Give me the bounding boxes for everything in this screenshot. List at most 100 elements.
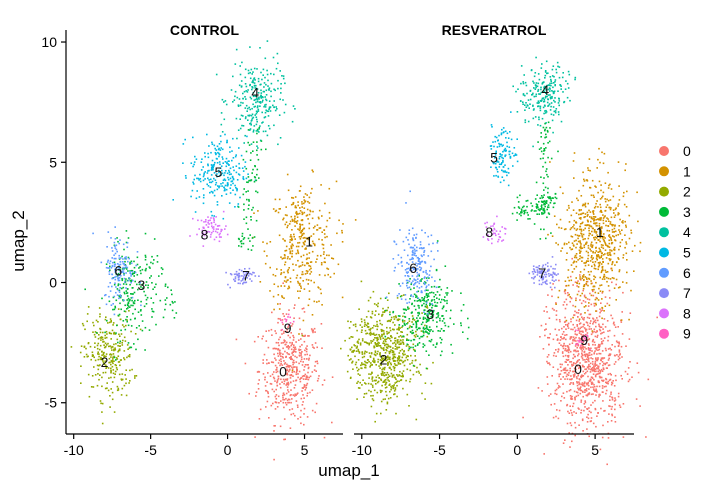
- cell-point: [517, 88, 519, 90]
- cell-point: [369, 334, 372, 336]
- cell-point: [597, 299, 600, 301]
- cell-point: [250, 97, 253, 100]
- cell-point: [232, 101, 234, 103]
- cell-point: [213, 189, 216, 192]
- cell-point: [299, 225, 301, 228]
- cell-point: [376, 320, 378, 323]
- cell-point: [595, 389, 598, 392]
- cell-point: [604, 215, 606, 217]
- cell-point: [372, 357, 375, 360]
- cell-point: [554, 80, 556, 83]
- cell-point: [109, 282, 111, 284]
- cell-point: [428, 311, 430, 313]
- cell-point: [597, 357, 599, 359]
- cell-point: [398, 336, 400, 338]
- cell-point: [317, 216, 320, 219]
- cell-point: [572, 338, 574, 341]
- cell-point: [294, 238, 296, 240]
- cell-point: [365, 392, 368, 395]
- cell-point: [584, 202, 587, 205]
- cell-point: [603, 152, 606, 155]
- cell-point: [118, 291, 121, 293]
- cell-point: [230, 180, 233, 183]
- cell-point: [557, 65, 559, 68]
- cell-point: [596, 259, 598, 261]
- cell-point: [587, 347, 590, 349]
- cell-point: [218, 153, 221, 156]
- cell-point: [123, 277, 126, 280]
- cell-point: [551, 90, 553, 92]
- cell-point: [360, 318, 363, 320]
- cell-point: [143, 290, 145, 293]
- cell-point: [433, 285, 436, 288]
- cell-point: [113, 313, 116, 316]
- cell-point: [111, 250, 114, 252]
- cell-point: [248, 267, 251, 270]
- cell-point: [552, 283, 554, 285]
- cell-point: [584, 224, 587, 226]
- cell-point: [313, 243, 316, 246]
- cell-point: [607, 220, 610, 222]
- cell-point: [111, 398, 114, 401]
- cell-point: [381, 368, 383, 371]
- cell-point: [586, 370, 589, 373]
- cell-point: [267, 395, 270, 398]
- cell-point: [98, 378, 100, 381]
- cell-point: [121, 279, 124, 282]
- cell-point: [604, 241, 606, 244]
- cell-point: [600, 234, 603, 236]
- cell-point: [257, 210, 259, 212]
- cell-point: [437, 286, 440, 288]
- cell-point: [420, 280, 422, 282]
- cell-point: [114, 271, 117, 273]
- cell-point: [532, 145, 534, 148]
- cell-point: [604, 249, 607, 251]
- cell-point: [291, 366, 293, 369]
- cell-point: [402, 320, 404, 323]
- cell-point: [98, 348, 101, 351]
- cell-point: [391, 376, 394, 378]
- cell-point: [394, 387, 397, 389]
- cell-point: [591, 367, 594, 369]
- cell-point: [545, 306, 548, 308]
- cell-point: [313, 300, 316, 303]
- cell-point: [372, 360, 374, 362]
- cell-point: [584, 262, 587, 264]
- cell-point: [392, 342, 394, 345]
- cell-point: [536, 85, 539, 88]
- cell-point: [306, 345, 308, 347]
- cell-point: [566, 404, 568, 407]
- cell-point: [115, 286, 117, 288]
- cell-point: [580, 209, 582, 211]
- cell-point: [119, 342, 121, 344]
- cell-point: [295, 252, 298, 255]
- cell-point: [93, 356, 95, 359]
- cell-point: [570, 398, 572, 400]
- cell-point: [305, 258, 308, 261]
- cell-point: [291, 243, 294, 246]
- cell-point: [85, 347, 87, 350]
- cell-point: [361, 351, 363, 354]
- cell-point: [561, 351, 564, 353]
- cell-point: [604, 198, 606, 200]
- cell-point: [618, 354, 621, 356]
- cell-point: [112, 303, 114, 305]
- cell-point: [582, 171, 584, 174]
- cell-point: [578, 217, 581, 219]
- cell-point: [566, 96, 569, 99]
- cell-point: [437, 316, 439, 318]
- cell-point: [599, 311, 601, 314]
- cell-point: [618, 343, 621, 345]
- cell-point: [596, 391, 598, 393]
- cell-point: [579, 278, 581, 280]
- cell-point: [394, 348, 397, 350]
- cell-point: [299, 378, 301, 381]
- cell-point: [103, 344, 105, 346]
- cell-point: [602, 379, 605, 382]
- cell-point: [583, 306, 586, 308]
- cell-point: [292, 203, 294, 205]
- cell-point: [387, 358, 389, 361]
- cell-point: [590, 245, 592, 247]
- cell-point: [598, 147, 600, 150]
- cell-point: [592, 227, 594, 230]
